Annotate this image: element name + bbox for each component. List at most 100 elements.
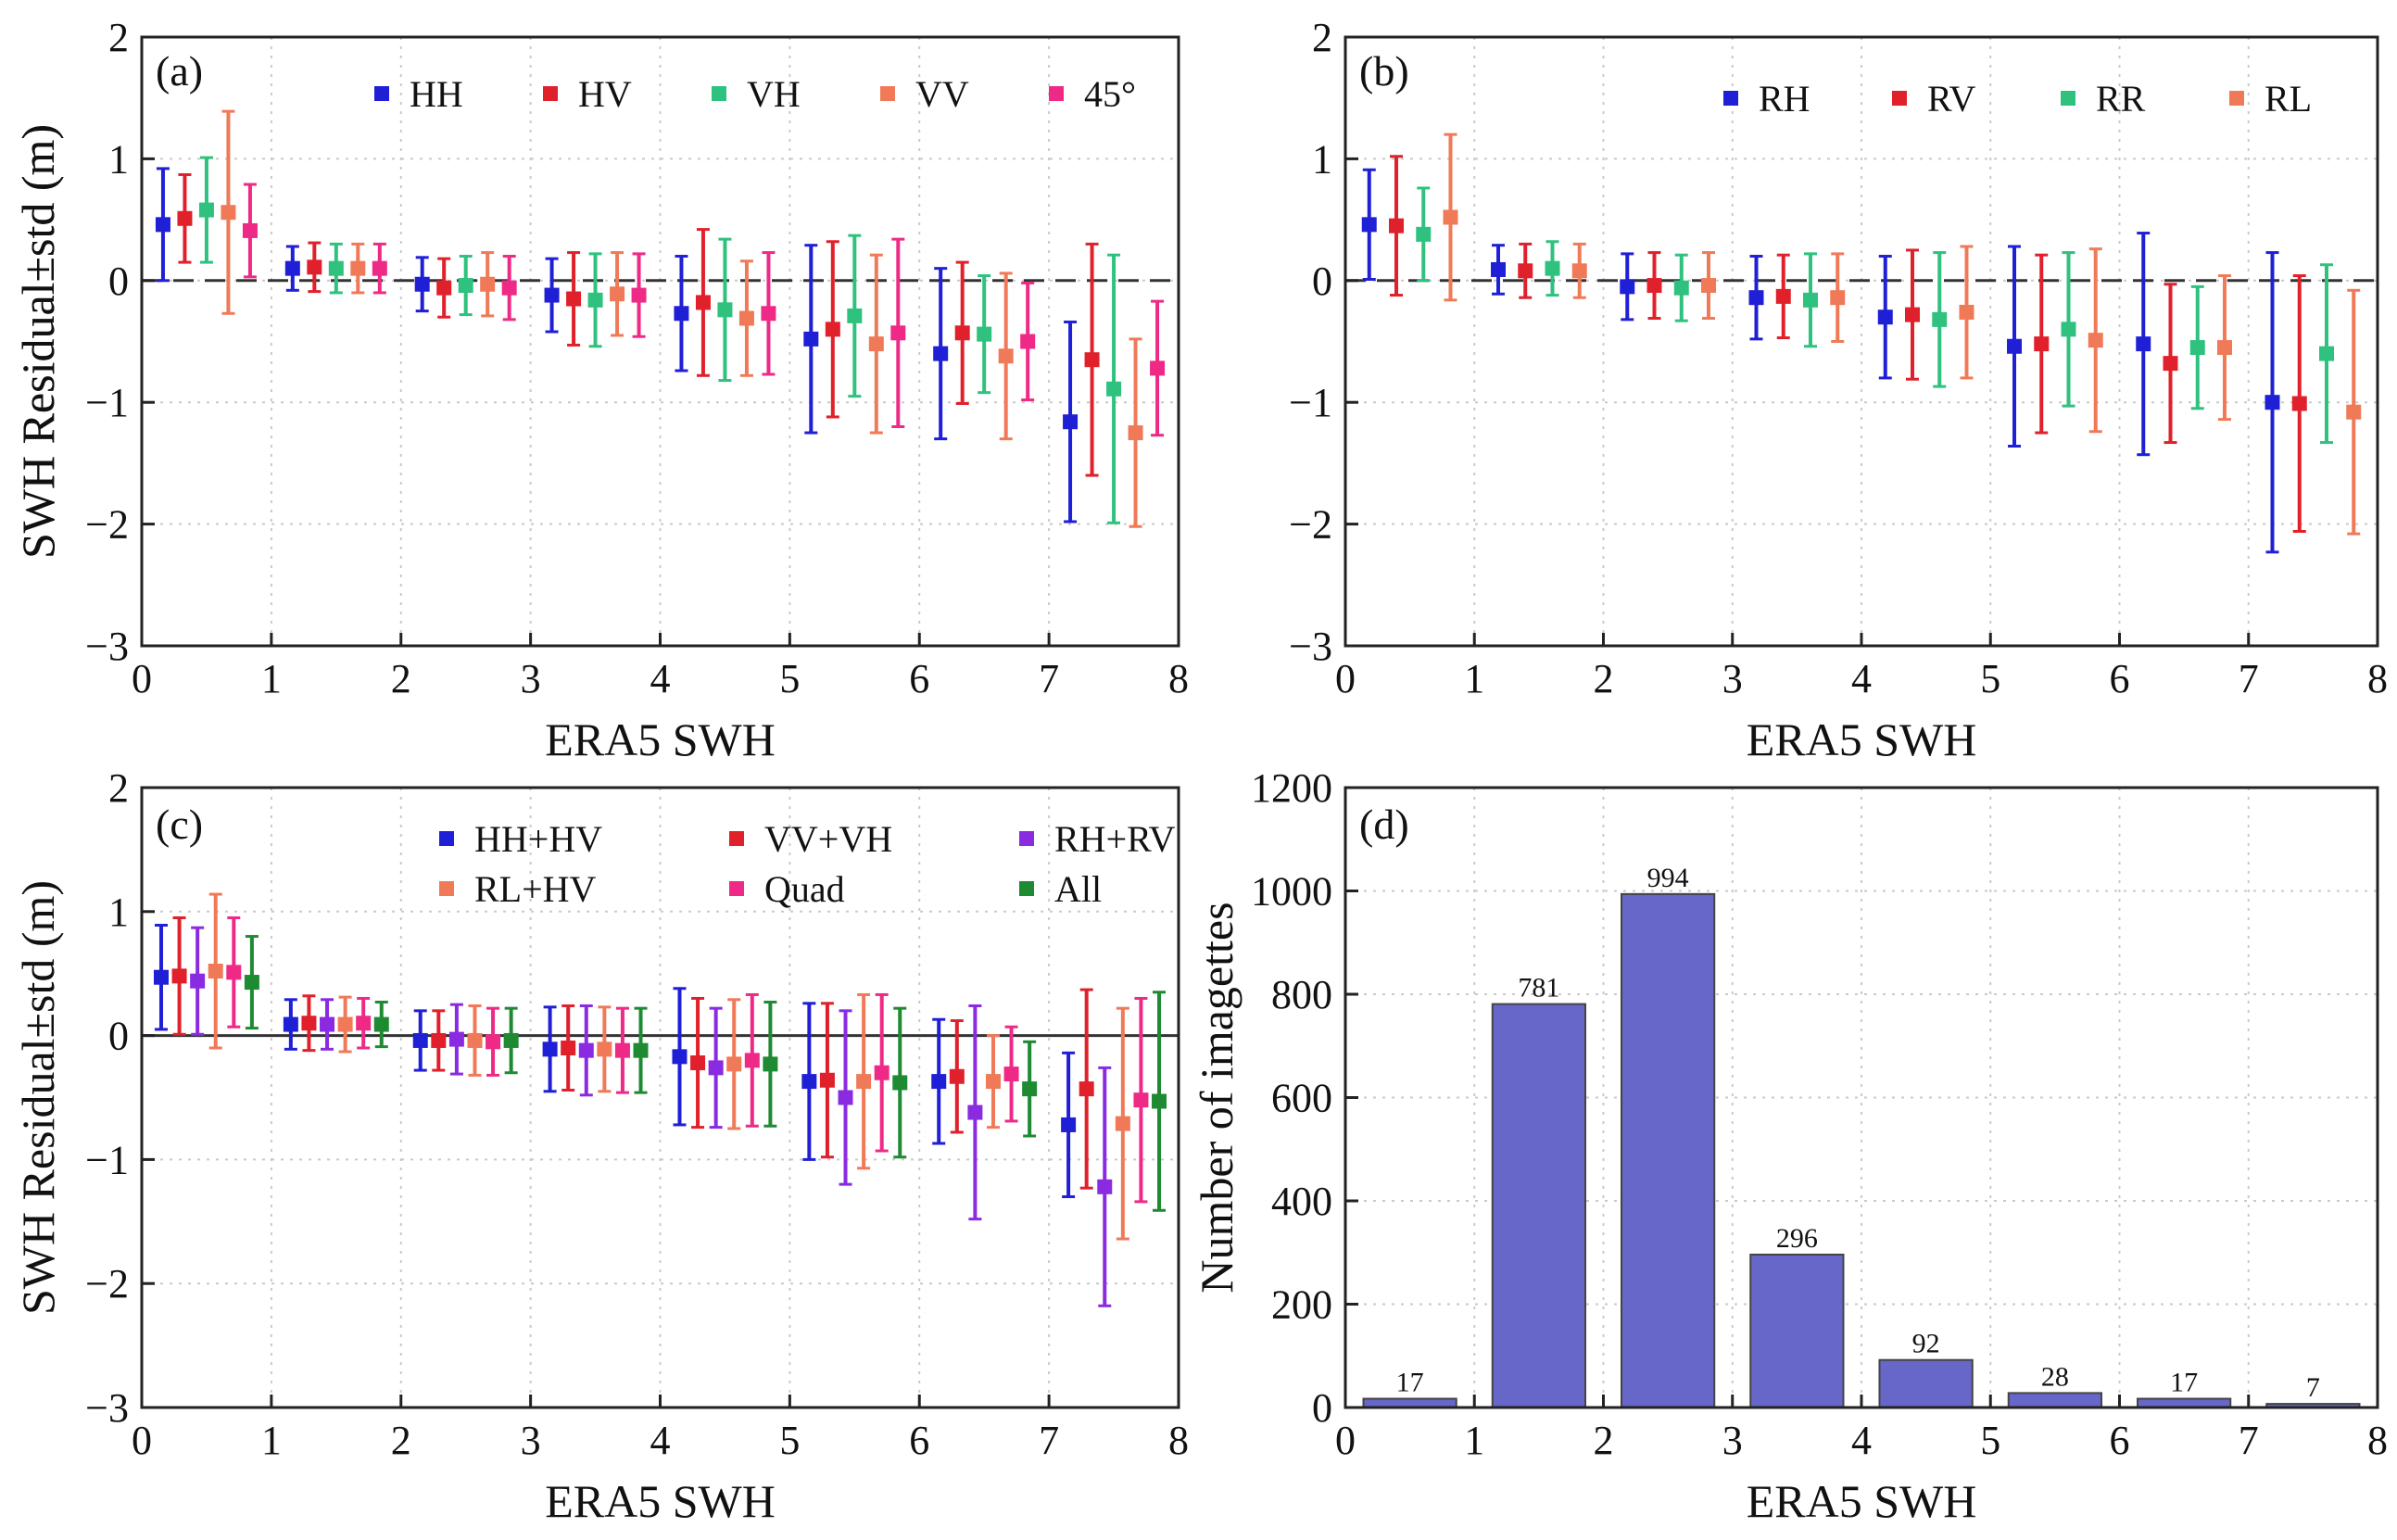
bar [1749,1253,1845,1408]
data-point [1700,278,1716,294]
legend-label: VH [747,73,801,115]
bar [1491,1003,1587,1409]
data-point [467,1032,483,1048]
y-tick-label: 1000 [1251,869,1332,915]
legend-label: Quad [764,868,845,910]
data-point [1673,280,1689,296]
x-axis-label: ERA5 SWH [1747,713,1977,765]
legend-label: RL+HV [474,868,597,910]
data-point [933,346,949,361]
data-point [1020,334,1036,349]
x-tick-label: 7 [2239,1418,2259,1463]
data-point [1877,309,1893,325]
panel-tag: (a) [156,47,203,95]
y-tick-label: 2 [1312,15,1332,60]
legend-label: VV [915,73,969,115]
data-point [1646,278,1662,294]
data-point [587,292,603,308]
data-point [1802,292,1818,308]
data-point [868,336,884,352]
data-point [708,1060,724,1076]
data-point [2346,404,2362,420]
x-tick-label: 6 [2110,1418,2130,1463]
data-point [985,1074,1001,1090]
x-tick-label: 4 [650,1418,671,1463]
data-point [738,310,754,326]
legend-label: VV+VH [764,818,892,860]
bar [2007,1392,2103,1409]
bar-label: 994 [1647,863,1689,893]
data-point [1150,360,1166,376]
data-point [190,973,206,989]
data-point [1571,263,1587,279]
data-point [1932,311,1948,327]
y-tick-label: 0 [108,259,129,304]
data-point [501,280,517,296]
panel-a: HH HV VH VV 45° 0 1 2 3 4 5 6 7 8 −3 −2 −1 0 1 2 ERA5 SWH SWH… [12,15,1189,765]
y-tick-label: 2 [108,765,129,811]
data-point [717,302,733,318]
bar-label: 296 [1776,1223,1818,1254]
x-tick-label: 2 [1594,656,1614,701]
data-point [726,1056,742,1072]
data-point [892,1075,908,1091]
data-point [578,1042,594,1058]
data-point [431,1032,447,1048]
y-tick-label: 200 [1271,1282,1332,1328]
panel-c: HH+HV VV+VH RH+RV RL+HV Quad All 0 1 2 3 4 5 6 7 8 −3 −2… [12,765,1189,1527]
data-point [480,276,496,292]
y-tick-label: −1 [85,380,129,425]
y-tick-label: 400 [1271,1179,1332,1224]
x-tick-label: 6 [909,656,929,701]
legend-marker [729,831,744,846]
y-tick-label: 1 [1312,136,1332,182]
y-tick-label: −2 [85,502,129,548]
legend-marker [439,831,454,846]
data-point [307,259,322,275]
x-tick-label: 5 [1980,1418,2000,1463]
x-tick-label: 5 [779,1418,800,1463]
data-point [1061,1117,1077,1132]
legend-label: RL [2265,78,2312,120]
data-point [356,1016,372,1031]
legend-marker [374,86,389,101]
x-tick-label: 7 [2239,656,2259,701]
x-tick-label: 7 [1039,656,1059,701]
data-point [458,278,473,294]
data-point [1152,1093,1167,1109]
data-point [2088,333,2103,348]
y-tick-label: −1 [1289,380,1332,425]
x-axis-label: ERA5 SWH [545,1475,776,1527]
panel-d: 17 781 994 296 92 28 17 7 0 1 2 3 4 5 6 7 8 0 200 400 600 800… [1191,765,2388,1527]
x-tick-label: 3 [521,656,541,701]
data-point [610,286,625,302]
y-tick-label: 1 [108,890,129,935]
data-point [1775,288,1791,304]
data-point [198,202,214,218]
y-tick-label: 800 [1271,972,1332,1017]
data-point [2163,356,2178,372]
data-point [695,295,711,310]
y-tick-label: −3 [85,624,129,669]
bar-label: 17 [2170,1368,2198,1398]
data-point [244,975,259,991]
panel-b: RH RV RR RL 0 1 2 3 4 5 6 7 8 −3 −2 −1 0 1 2 ERA5 SWH SWH Re… [12,15,2388,765]
data-point [949,1068,965,1084]
y-tick-label: −2 [1289,502,1332,548]
data-point [838,1090,853,1105]
x-tick-label: 2 [391,656,411,701]
y-tick-label: 600 [1271,1076,1332,1121]
data-point [967,1105,983,1120]
legend-marker [439,881,454,896]
data-point [1003,1067,1019,1082]
data-point [171,968,187,984]
x-tick-label: 8 [2367,1418,2388,1463]
data-point [436,280,452,296]
legend-marker [1019,831,1034,846]
data-point [350,260,366,276]
data-point [1063,414,1079,430]
x-axis-label: ERA5 SWH [1747,1475,1977,1527]
data-point [1115,1116,1130,1131]
data-point [1443,209,1458,225]
x-tick-label: 4 [650,656,671,701]
